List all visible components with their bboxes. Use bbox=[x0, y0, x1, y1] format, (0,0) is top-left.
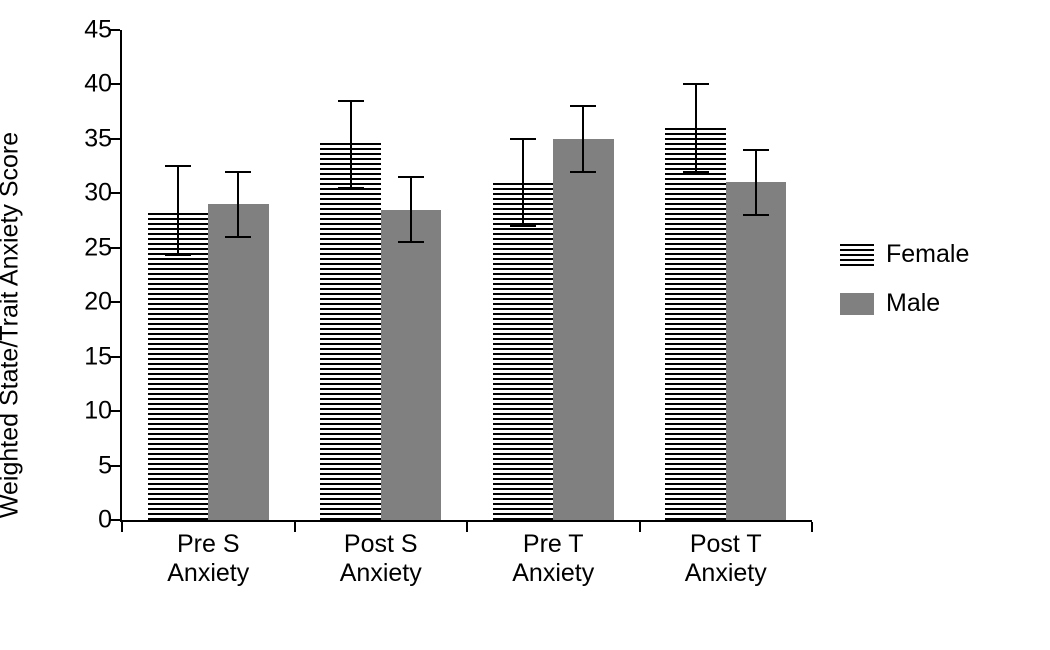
x-tick-label: Post SAnxiety bbox=[340, 530, 422, 588]
x-tick bbox=[121, 522, 123, 532]
error-cap bbox=[398, 176, 424, 178]
legend-label: Female bbox=[886, 240, 969, 269]
x-tick bbox=[466, 522, 468, 532]
error-bar bbox=[755, 150, 757, 215]
error-bar bbox=[237, 172, 239, 237]
error-cap bbox=[570, 105, 596, 107]
bar-female bbox=[665, 128, 725, 520]
bar-male bbox=[208, 204, 268, 520]
bar-female bbox=[493, 182, 553, 520]
y-tick-label: 15 bbox=[84, 342, 112, 371]
bar-female bbox=[148, 212, 208, 520]
error-bar bbox=[177, 166, 179, 255]
x-tick-label: Pre SAnxiety bbox=[167, 530, 249, 588]
legend-swatch bbox=[840, 244, 874, 266]
bar-male bbox=[726, 182, 786, 520]
x-tick-label: Pre TAnxiety bbox=[512, 530, 594, 588]
legend-item: Male bbox=[840, 289, 969, 318]
error-cap bbox=[743, 149, 769, 151]
y-tick-label: 0 bbox=[98, 506, 112, 535]
error-cap bbox=[338, 100, 364, 102]
error-bar bbox=[522, 139, 524, 226]
error-cap bbox=[338, 187, 364, 189]
legend-item: Female bbox=[840, 240, 969, 269]
y-axis-label: Weighted State/Trait Anxiety Score bbox=[0, 132, 25, 518]
error-cap bbox=[398, 241, 424, 243]
y-tick-label: 35 bbox=[84, 124, 112, 153]
legend: Female Male bbox=[840, 240, 969, 338]
y-tick-label: 30 bbox=[84, 179, 112, 208]
error-bar bbox=[410, 177, 412, 242]
x-tick bbox=[811, 522, 813, 532]
error-bar bbox=[695, 84, 697, 171]
error-cap bbox=[225, 236, 251, 238]
error-cap bbox=[165, 254, 191, 256]
error-cap bbox=[165, 165, 191, 167]
y-tick-label: 25 bbox=[84, 233, 112, 262]
error-cap bbox=[225, 171, 251, 173]
x-tick-label: Post TAnxiety bbox=[685, 530, 767, 588]
anxiety-bar-chart: Weighted State/Trait Anxiety Score 05101… bbox=[20, 20, 1030, 630]
x-tick bbox=[639, 522, 641, 532]
bar-female bbox=[320, 143, 380, 520]
y-tick-label: 40 bbox=[84, 70, 112, 99]
y-tick-label: 10 bbox=[84, 397, 112, 426]
error-cap bbox=[683, 83, 709, 85]
plot-area: 051015202530354045Pre SAnxietyPost SAnxi… bbox=[120, 30, 812, 522]
error-cap bbox=[510, 138, 536, 140]
error-cap bbox=[683, 171, 709, 173]
bar-male bbox=[381, 210, 441, 520]
error-bar bbox=[582, 106, 584, 171]
error-cap bbox=[743, 214, 769, 216]
legend-swatch bbox=[840, 293, 874, 315]
x-tick bbox=[294, 522, 296, 532]
error-cap bbox=[570, 171, 596, 173]
bar-male bbox=[553, 139, 613, 520]
y-tick-label: 20 bbox=[84, 288, 112, 317]
y-tick-label: 5 bbox=[98, 451, 112, 480]
error-bar bbox=[350, 101, 352, 188]
legend-label: Male bbox=[886, 289, 940, 318]
error-cap bbox=[510, 225, 536, 227]
y-tick-label: 45 bbox=[84, 16, 112, 45]
